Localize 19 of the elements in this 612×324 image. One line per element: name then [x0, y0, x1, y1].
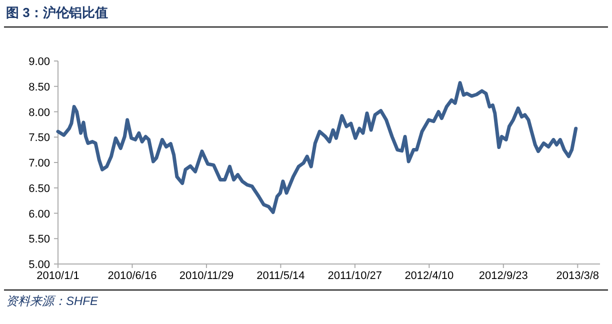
y-tick-label: 5.00: [28, 259, 50, 271]
y-tick-label: 8.00: [28, 106, 50, 119]
x-tick-label: 2013/3/8: [556, 270, 600, 282]
x-tick-label: 2012/4/10: [404, 270, 454, 282]
y-tick-label: 7.50: [28, 132, 50, 144]
y-tick-label: 9.00: [28, 56, 50, 68]
x-tick-label: 2011/10/27: [328, 270, 382, 282]
text: 资料来源：SHFE: [6, 294, 99, 308]
y-tick-label: 6.00: [28, 208, 50, 220]
x-tick-label: 2012/9/23: [478, 270, 528, 282]
chart-title: 图 3：沪伦铝比值: [6, 5, 108, 20]
y-tick-label: 8.50: [28, 81, 50, 94]
y-tick-label: 6.50: [28, 182, 50, 195]
x-tick-label: 2010/6/16: [108, 270, 157, 282]
y-tick-label: 7.00: [28, 158, 50, 170]
x-tick-label: 2010/1/1: [36, 270, 80, 282]
x-tick-label: 2011/5/14: [256, 270, 305, 282]
x-tick-label: 2010/11/29: [179, 270, 234, 282]
y-tick-label: 5.50: [28, 234, 50, 246]
